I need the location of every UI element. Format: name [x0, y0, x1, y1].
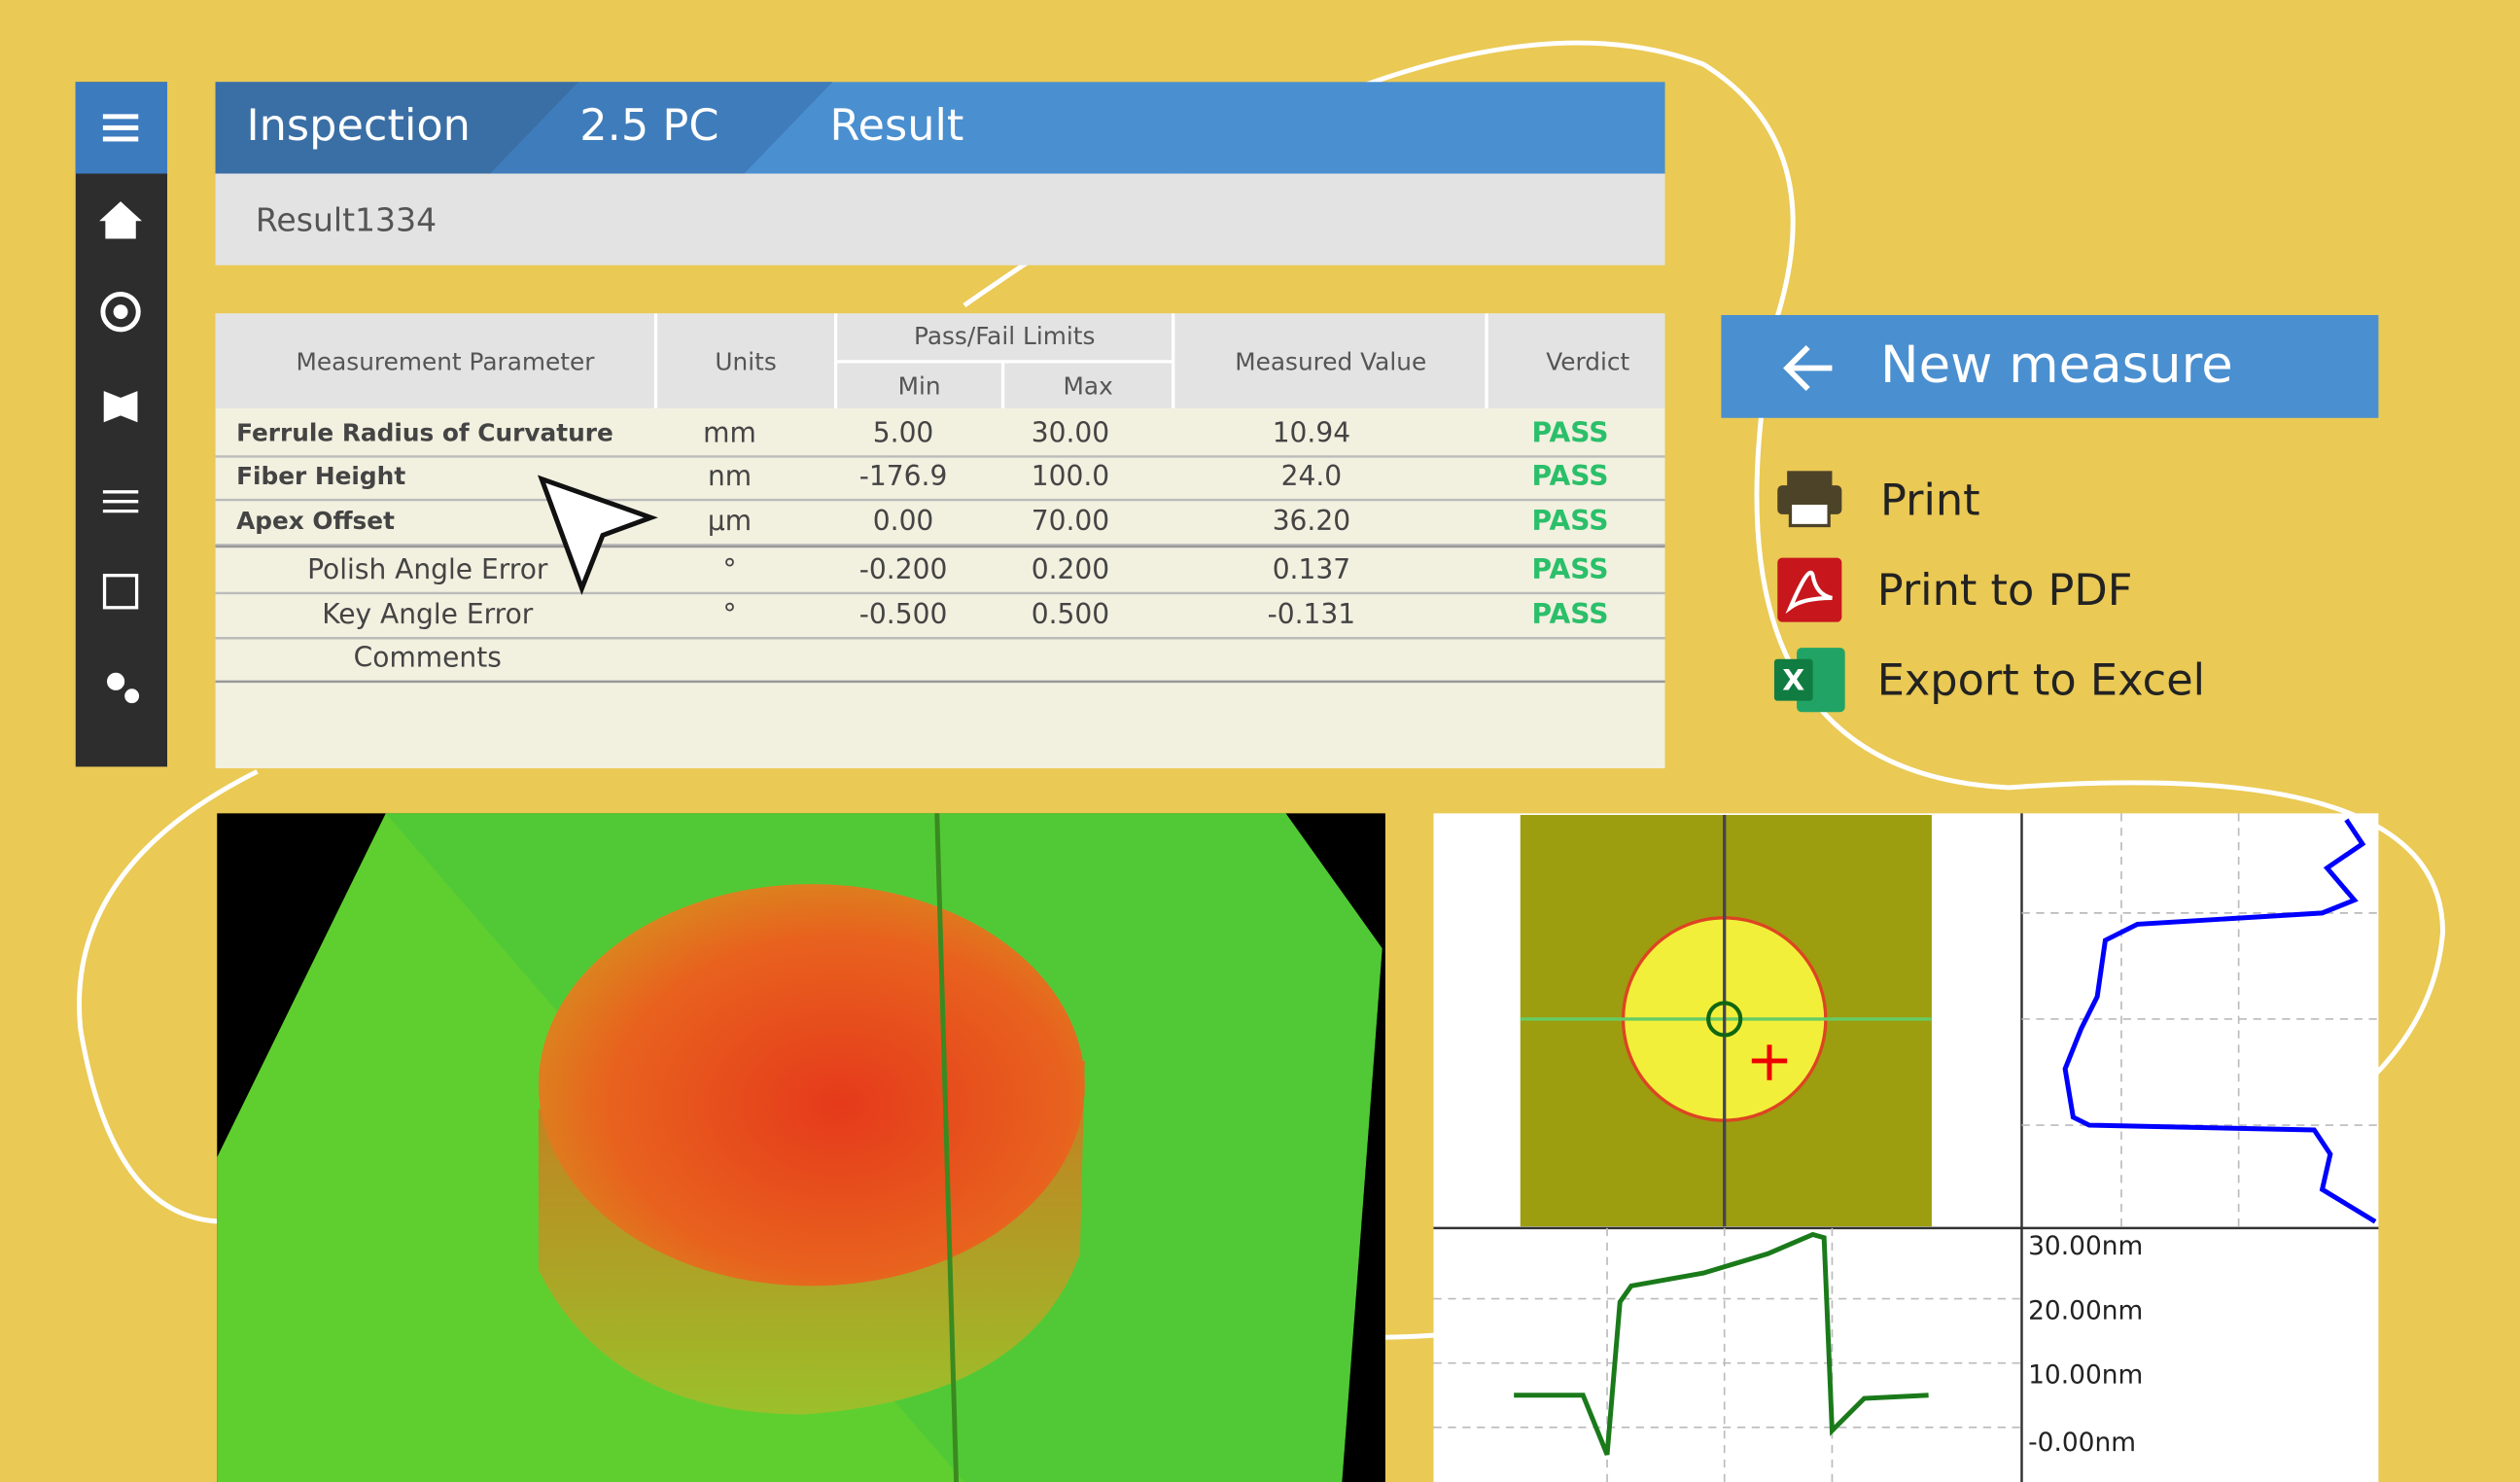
svg-text:X: X [1782, 663, 1804, 697]
parameter-name: Key Angle Error [322, 598, 534, 630]
sidebar [75, 82, 168, 767]
table-cell: 0.500 [1032, 598, 1109, 630]
result-name: Result1334 [256, 201, 437, 239]
table-cell: -0.200 [859, 553, 948, 585]
verdict: PASS [1532, 553, 1609, 585]
table-cell: mm [703, 416, 756, 448]
parameter-name: Polish Angle Error [307, 553, 548, 585]
verdict: PASS [1532, 505, 1609, 537]
table-cell: ° [723, 598, 737, 630]
table-cell: 5.00 [873, 416, 934, 448]
mouse-cursor [537, 475, 658, 595]
axis-label: -0.00nm [2028, 1428, 2136, 1458]
parameter-name: Apex Offset [236, 507, 395, 535]
column-header: Max [1064, 371, 1113, 400]
column-header: Pass/Fail Limits [914, 322, 1095, 350]
menu-icon [102, 114, 139, 142]
axis-label: 30.00nm [2028, 1231, 2143, 1261]
result-bar [215, 173, 1665, 265]
breadcrumb-segment [490, 82, 833, 174]
action-item[interactable]: Print [1880, 475, 1980, 525]
parameter-name: Ferrule Radius of Curvature [236, 418, 613, 446]
excel-icon: X [1773, 648, 1845, 713]
column-header: Measured Value [1235, 348, 1426, 376]
table-cell: -0.500 [859, 598, 948, 630]
table-cell: 100.0 [1032, 460, 1109, 492]
column-header: Min [898, 371, 941, 400]
column-header: Measurement Parameter [296, 348, 595, 376]
comments-label: Comments [354, 642, 502, 674]
profile-view [1433, 813, 2379, 1482]
breadcrumb-item[interactable]: Result [830, 100, 964, 151]
print-icon [1777, 471, 1842, 528]
table-cell: 0.00 [873, 505, 934, 537]
table-cell: ° [723, 553, 737, 585]
table-cell: -0.131 [1268, 598, 1356, 630]
verdict: PASS [1532, 416, 1609, 448]
table-cell: 36.20 [1273, 505, 1350, 537]
verdict: PASS [1532, 598, 1609, 630]
table-cell: 30.00 [1032, 416, 1109, 448]
new-measure-label: New measure [1880, 335, 2233, 395]
table-cell: 70.00 [1032, 505, 1109, 537]
breadcrumb-item[interactable]: 2.5 PC [579, 100, 718, 151]
back-arrow [1783, 344, 1833, 392]
sidebar-icons[interactable] [99, 201, 143, 704]
action-item[interactable]: Print to PDF [1877, 565, 2133, 616]
table-cell: 10.94 [1273, 416, 1350, 448]
breadcrumb-segment [215, 82, 579, 174]
table-cell: -176.9 [859, 460, 948, 492]
axis-label: 20.00nm [2028, 1295, 2143, 1325]
verdict: PASS [1532, 460, 1609, 492]
breadcrumb-item[interactable]: Inspection [246, 100, 470, 151]
table-cell: 24.0 [1281, 460, 1343, 492]
table-cell: nm [708, 460, 752, 492]
pdf-icon [1777, 557, 1842, 622]
surface-3d-view [217, 813, 1385, 1482]
column-header: Units [715, 348, 776, 376]
axis-label: 10.00nm [2028, 1359, 2143, 1390]
parameter-name: Fiber Height [236, 462, 405, 490]
action-item[interactable]: Export to Excel [1877, 654, 2205, 705]
table-cell: 0.200 [1032, 553, 1109, 585]
table-cell: µm [708, 505, 752, 537]
table-cell: 0.137 [1273, 553, 1350, 585]
column-header: Verdict [1546, 348, 1629, 376]
